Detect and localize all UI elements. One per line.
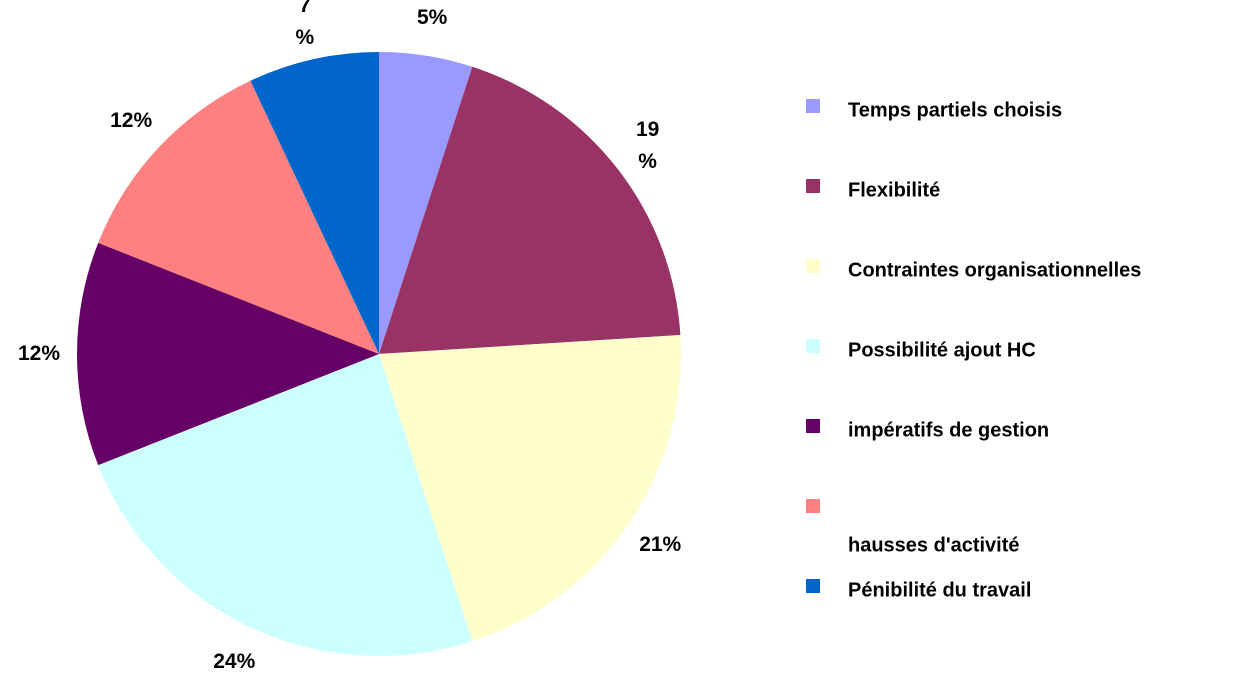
- pie-slice: [379, 335, 681, 642]
- data-label: 5%: [417, 6, 448, 30]
- legend-swatch: [806, 99, 820, 113]
- legend-label: Pénibilité du travail: [848, 579, 1032, 602]
- data-label: 12%: [110, 109, 153, 133]
- legend-swatch: [806, 579, 820, 593]
- legend-swatch: [806, 259, 820, 273]
- legend-swatch: [806, 339, 820, 353]
- legend-label: Flexibilité: [848, 179, 941, 202]
- data-label: 12%: [17, 342, 61, 365]
- data-label: 21%: [639, 533, 682, 557]
- data-label: 19 %: [635, 117, 660, 173]
- data-label: 7 %: [295, 0, 315, 50]
- legend-swatch: [806, 419, 820, 433]
- pie-slice: [379, 52, 473, 354]
- pie-slice: [98, 80, 379, 354]
- legend-label: impératifs de gestion: [848, 419, 1050, 442]
- data-label: 24%: [213, 649, 256, 673]
- pie-slice: [250, 52, 379, 354]
- pie-slice: [379, 66, 681, 354]
- legend-swatch: [806, 499, 820, 513]
- legend-label: hausses d'activité: [848, 534, 1020, 557]
- legend-label: Possibilité ajout HC: [848, 339, 1036, 362]
- pie-slice: [98, 354, 473, 656]
- legend-swatch: [806, 179, 820, 193]
- pie-slice: [77, 242, 380, 466]
- legend-label: Temps partiels choisis: [848, 99, 1063, 122]
- legend-label: Contraintes organisationnelles: [848, 259, 1142, 282]
